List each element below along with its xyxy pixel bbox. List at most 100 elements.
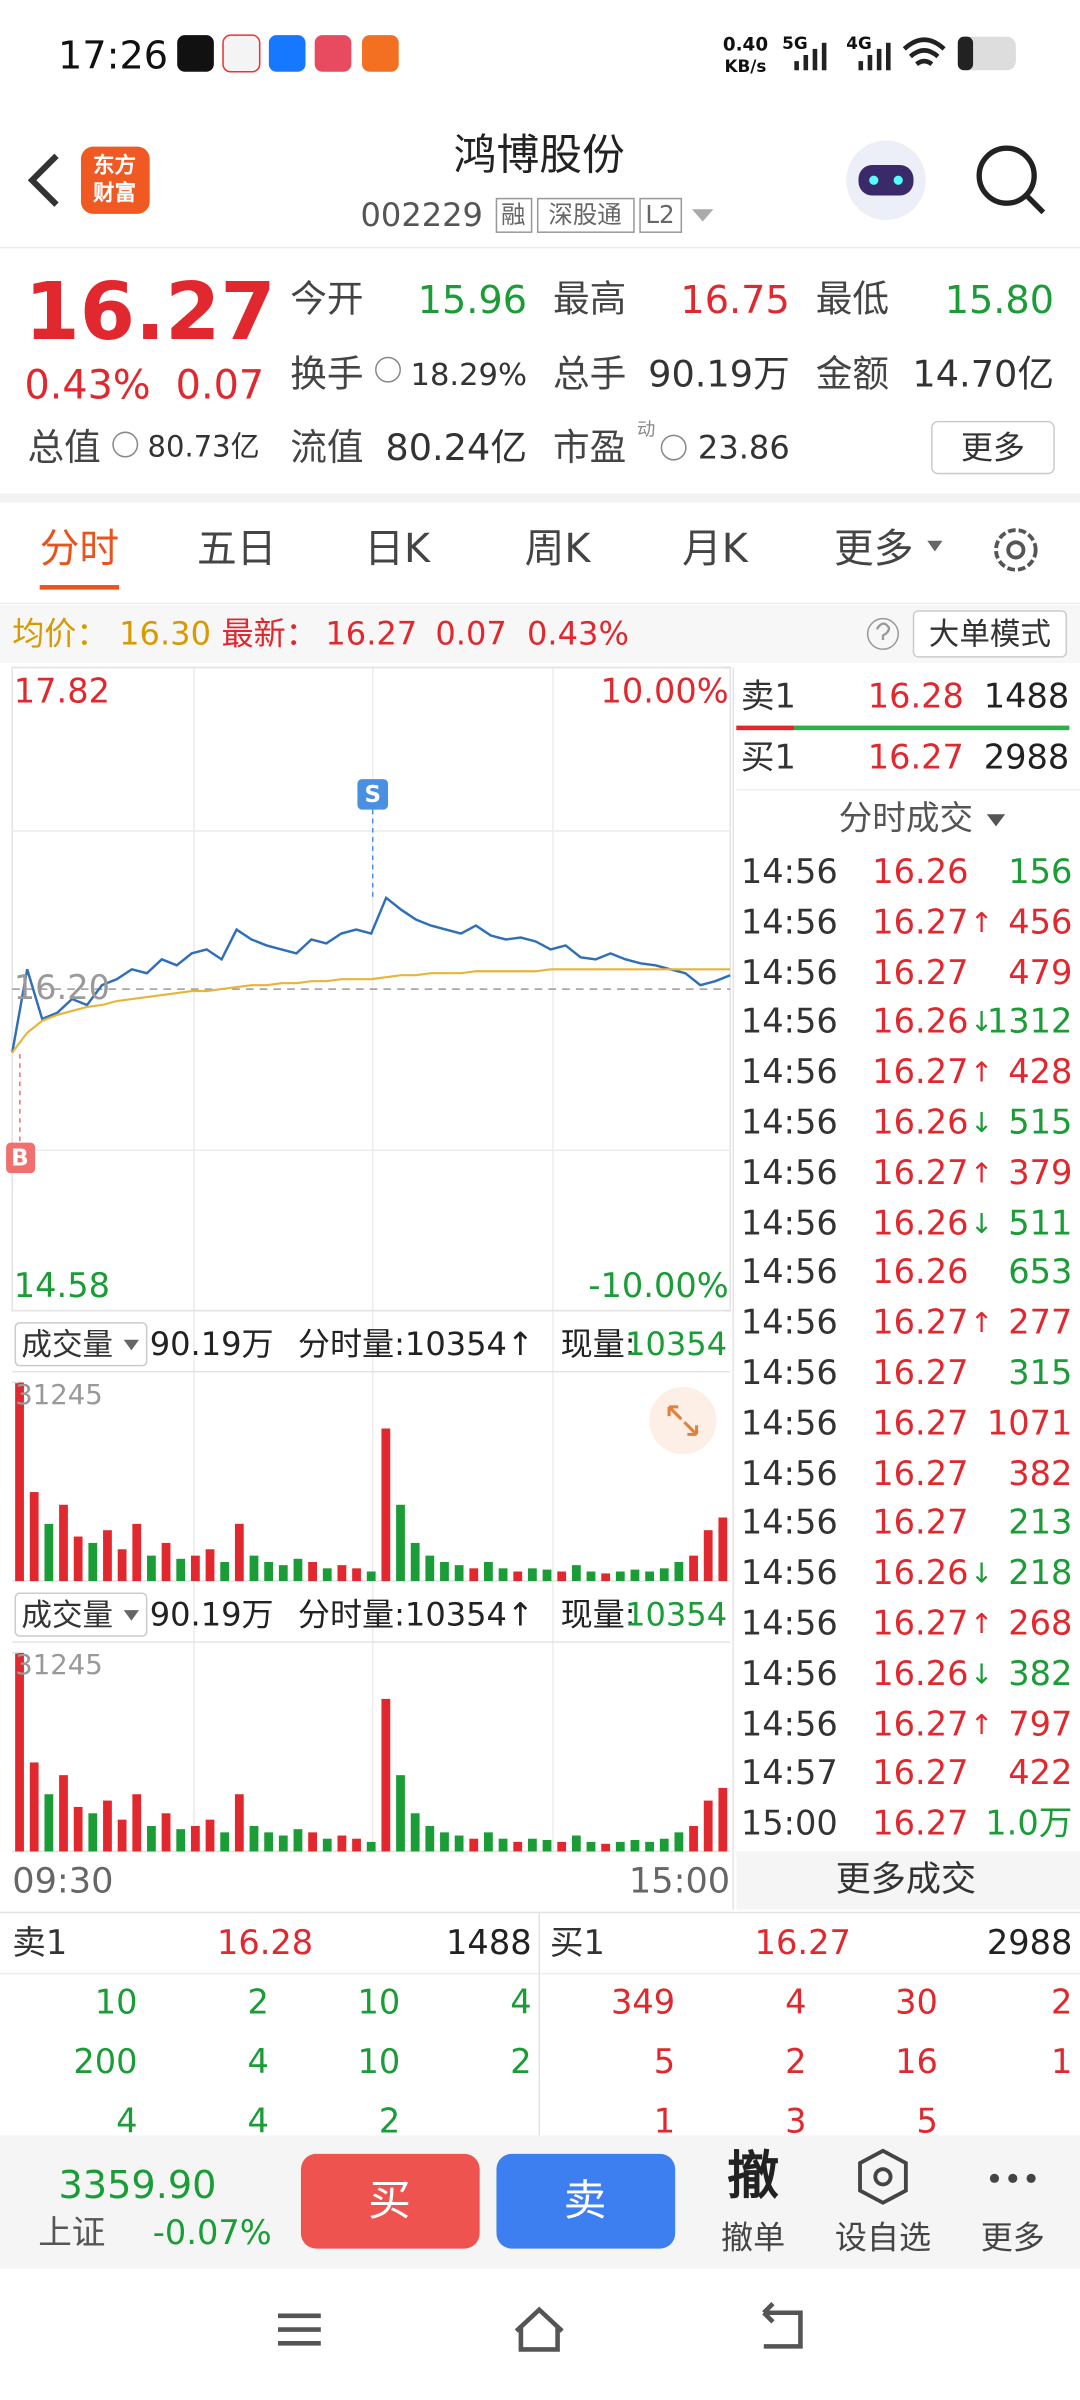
depth-volume: 1488 xyxy=(446,1924,532,1963)
indicator-select[interactable] xyxy=(14,1592,148,1637)
tick-price: 16.27 xyxy=(872,1304,969,1344)
depth-cell: 3 xyxy=(785,2103,807,2136)
volume-bar xyxy=(718,1517,728,1582)
change-pct: 0.43% xyxy=(24,363,151,410)
indicator-name[interactable]: 成交量 xyxy=(21,1596,114,1633)
settings-button[interactable] xyxy=(994,528,1038,572)
tick-price: 16.27 xyxy=(872,1354,969,1394)
sell-button[interactable] xyxy=(496,2153,676,2249)
field-value: 15.80 xyxy=(944,277,1055,322)
more-button-label[interactable]: 更多 xyxy=(960,428,1026,466)
more-icon[interactable] xyxy=(989,2173,1036,2183)
tab[interactable]: 月K xyxy=(682,527,748,573)
volume-bar xyxy=(103,1800,112,1852)
tab-underline xyxy=(39,585,120,590)
tick-time: 14:56 xyxy=(740,1405,838,1444)
more-ticks-label[interactable]: 更多成交 xyxy=(835,1859,977,1900)
info-icon[interactable] xyxy=(375,356,401,383)
volume-bar xyxy=(645,1571,654,1582)
more-label[interactable]: 更多 xyxy=(980,2218,1045,2256)
more-button[interactable] xyxy=(931,420,1055,475)
tab[interactable]: 周K xyxy=(524,527,591,573)
nav-menu[interactable] xyxy=(278,2313,321,2346)
tab[interactable]: 五日 xyxy=(197,527,277,573)
volume-bar xyxy=(571,1565,581,1582)
watchlist-label[interactable]: 设自选 xyxy=(834,2218,932,2256)
tab[interactable]: 分时 xyxy=(39,527,120,573)
avatar-face xyxy=(858,164,914,196)
volume-bar xyxy=(396,1775,405,1852)
volume-bar xyxy=(498,1568,508,1582)
app-icon xyxy=(222,34,261,73)
volume-bar xyxy=(557,1571,567,1582)
mode-button[interactable] xyxy=(912,610,1068,658)
icon-part xyxy=(885,42,891,71)
price-line xyxy=(11,895,731,1053)
field-label: 总手 xyxy=(552,352,627,396)
depth-cell: 4 xyxy=(247,2043,269,2083)
volume-bar xyxy=(513,1571,523,1582)
battery-level xyxy=(957,36,974,71)
depth-cell: 2 xyxy=(378,2103,401,2136)
expand-button[interactable] xyxy=(649,1387,717,1455)
depth-volume: 2988 xyxy=(986,1924,1073,1963)
tick-arrow: ↑ xyxy=(970,1157,994,1190)
ask-bar xyxy=(736,725,795,731)
info-last: 16.27 xyxy=(325,614,418,652)
ticks-title[interactable]: 分时成交 xyxy=(838,800,974,839)
buy-marker xyxy=(6,1142,36,1174)
icon-part xyxy=(794,61,799,71)
logo xyxy=(80,146,150,214)
volume-bar xyxy=(147,1555,156,1582)
volume-total: 90.19万 xyxy=(149,1595,274,1633)
search-button[interactable] xyxy=(976,145,1037,206)
book-price: 16.28 xyxy=(867,678,964,717)
info-icon[interactable] xyxy=(660,434,687,461)
volume-bar xyxy=(337,1565,347,1582)
dropdown-arrow[interactable] xyxy=(691,209,714,222)
volume-bar xyxy=(220,1561,230,1582)
cancel-label[interactable]: 撤单 xyxy=(721,2218,786,2256)
volume-bar xyxy=(469,1568,479,1582)
buy-label[interactable]: 买 xyxy=(368,2175,411,2226)
cancel-icon[interactable]: 撤 xyxy=(727,2146,780,2208)
watchlist-icon[interactable] xyxy=(858,2148,908,2205)
volume-bar xyxy=(264,1832,274,1852)
depth-cell: 10 xyxy=(357,1984,401,2023)
volume-bar xyxy=(234,1523,244,1582)
icon-part xyxy=(803,54,809,71)
volume-bar xyxy=(73,1806,83,1852)
tick-arrow: ↓ xyxy=(970,1558,994,1591)
volume-bar xyxy=(308,1832,317,1852)
icon-part xyxy=(667,1405,699,1436)
tick-time: 14:57 xyxy=(740,1755,838,1794)
volume-bar xyxy=(220,1832,230,1852)
tick-price: 16.26 xyxy=(872,1555,969,1594)
nav-back[interactable] xyxy=(762,2301,803,2349)
stock-tag: L2 xyxy=(645,200,675,230)
clock: 17:26 xyxy=(58,32,169,78)
volume-bar xyxy=(425,1555,435,1582)
volume-bar xyxy=(337,1835,347,1852)
buy-button[interactable] xyxy=(300,2153,480,2249)
volume-bar xyxy=(117,1549,127,1582)
volume-bar xyxy=(615,1571,625,1582)
tab[interactable]: 更多 xyxy=(834,527,914,573)
nav-home[interactable] xyxy=(514,2306,564,2352)
info-icon[interactable] xyxy=(112,431,139,458)
indicator-name[interactable]: 成交量 xyxy=(21,1325,114,1363)
current-volume: 10354 xyxy=(625,1595,728,1633)
mode-label[interactable]: 大单模式 xyxy=(928,615,1051,653)
tab[interactable]: 日K xyxy=(364,527,431,573)
back-button[interactable] xyxy=(27,153,59,207)
x-tick-label: 09:30 xyxy=(12,1861,114,1902)
tick-time: 14:56 xyxy=(740,1004,838,1043)
indicator-select[interactable] xyxy=(14,1322,148,1367)
volume-bar xyxy=(571,1835,581,1852)
more-ticks-button[interactable] xyxy=(736,1851,1080,1910)
sell-label[interactable]: 卖 xyxy=(563,2175,607,2226)
tick-volume: 1071 xyxy=(986,1405,1073,1444)
help-icon[interactable] xyxy=(866,617,899,650)
buy-marker-label: B xyxy=(11,1143,29,1171)
field-value: 90.19万 xyxy=(648,352,790,396)
